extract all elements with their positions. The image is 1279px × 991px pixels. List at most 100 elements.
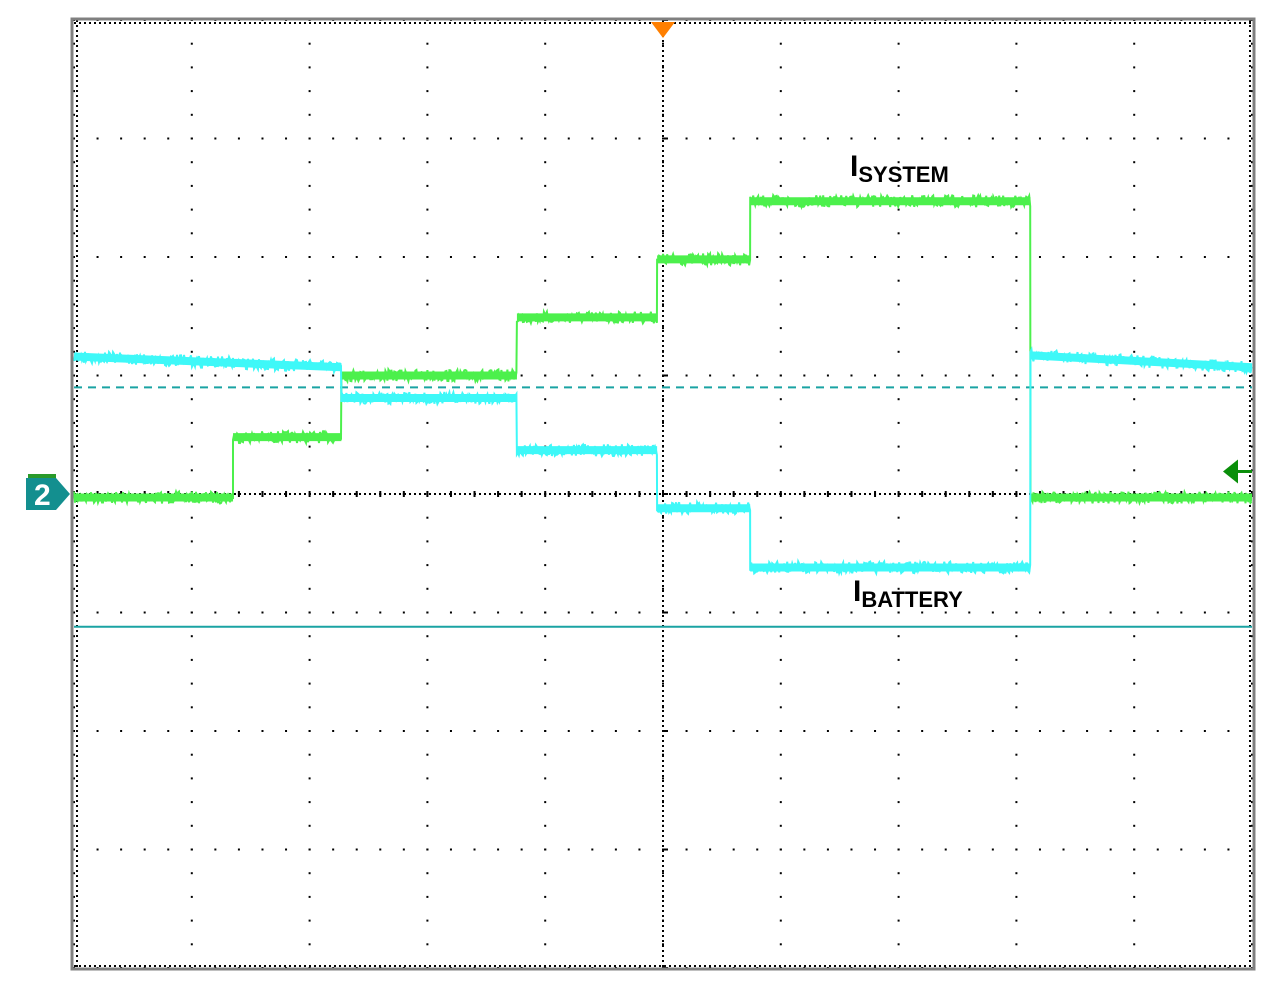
edge-dot <box>1249 305 1251 307</box>
center-axis-dot <box>859 493 861 495</box>
edge-dot <box>159 965 161 967</box>
grid-dot <box>1251 350 1253 353</box>
edge-dot <box>744 965 746 967</box>
grid-dot <box>190 801 193 804</box>
edge-dot <box>76 535 78 537</box>
center-axis-dot <box>662 165 664 167</box>
grid-dot <box>308 161 311 164</box>
grid-dot <box>544 66 547 69</box>
edge-dot <box>1249 110 1251 112</box>
center-tick <box>756 491 759 497</box>
edge-dot <box>99 22 101 24</box>
grid-dot <box>1133 208 1136 211</box>
edge-dot <box>1249 430 1251 432</box>
grid-dot <box>1015 256 1018 258</box>
center-axis-dot <box>662 635 664 637</box>
edge-dot <box>949 22 951 24</box>
edge-dot <box>1249 175 1251 177</box>
grid-dot <box>1133 635 1136 638</box>
grid-dot <box>897 540 900 543</box>
edge-dot <box>184 22 186 24</box>
edge-dot <box>529 22 531 24</box>
edge-dot <box>209 965 211 967</box>
edge-dot <box>76 180 78 182</box>
edge-dot <box>76 375 78 377</box>
grid-dot <box>662 753 664 756</box>
edge-dot <box>76 235 78 237</box>
grid-dot <box>1133 564 1136 567</box>
grid-dot <box>544 872 547 875</box>
edge-dot <box>919 965 921 967</box>
edge-dot <box>234 22 236 24</box>
edge-dot <box>1249 895 1251 897</box>
grid-dot <box>520 137 523 140</box>
edge-dot <box>76 215 78 217</box>
edge-dot <box>629 965 631 967</box>
center-axis-dot <box>824 493 826 495</box>
center-axis-dot <box>662 330 664 332</box>
grid-dot <box>426 730 429 732</box>
edge-dot <box>249 22 251 24</box>
edge-dot <box>76 900 78 902</box>
edge-dot <box>1249 715 1251 717</box>
grid-dot <box>308 445 311 448</box>
grid-dot <box>1251 421 1253 424</box>
grid-dot <box>709 137 712 140</box>
grid-dot <box>1251 587 1253 590</box>
grid-dot <box>190 421 193 424</box>
edge-dot <box>1249 730 1251 732</box>
grid-dot <box>709 611 712 614</box>
edge-dot <box>964 965 966 967</box>
edge-dot <box>76 420 78 422</box>
center-axis-dot <box>662 600 664 602</box>
grid-dot <box>779 753 782 756</box>
edge-dot <box>1249 285 1251 287</box>
edge-dot <box>769 22 771 24</box>
grid-dot <box>874 848 877 851</box>
reference-arrow-icon <box>1223 459 1238 484</box>
center-axis-dot <box>934 493 936 495</box>
center-axis-dot <box>419 493 421 495</box>
grid-dot <box>544 848 547 851</box>
edge-dot <box>76 780 78 782</box>
grid-dot <box>1251 872 1253 875</box>
channel-2-marker-icon <box>26 478 70 510</box>
edge-dot <box>76 765 78 767</box>
edge-dot <box>599 965 601 967</box>
edge-dot <box>1249 155 1251 157</box>
edge-dot <box>76 615 78 617</box>
grid-dot <box>426 895 429 898</box>
grid-dot <box>96 374 99 377</box>
grid-dot <box>897 611 900 614</box>
center-axis-dot <box>894 493 896 495</box>
grid-dot <box>167 137 170 140</box>
edge-dot <box>724 965 726 967</box>
edge-dot <box>674 22 676 24</box>
grid-dot <box>897 635 900 638</box>
edge-dot <box>1189 965 1191 967</box>
label-ibattery-sub: BATTERY <box>861 587 963 612</box>
center-axis-dot <box>662 445 664 447</box>
edge-dot <box>969 965 971 967</box>
edge-dot <box>76 870 78 872</box>
edge-dot <box>374 965 376 967</box>
edge-dot <box>1249 530 1251 532</box>
edge-dot <box>1249 955 1251 957</box>
grid-dot <box>1227 611 1230 614</box>
edge-dot <box>854 22 856 24</box>
edge-dot <box>199 22 201 24</box>
center-axis-dot <box>662 825 664 827</box>
edge-dot <box>949 965 951 967</box>
grid-dot <box>308 303 311 306</box>
edge-dot <box>76 705 78 707</box>
edge-dot <box>1249 965 1251 967</box>
edge-dot <box>574 22 576 24</box>
grid-dot <box>662 848 664 851</box>
edge-dot <box>304 22 306 24</box>
center-axis-dot <box>662 60 664 62</box>
grid-dot <box>826 137 829 140</box>
edge-dot <box>324 22 326 24</box>
center-axis-dot <box>662 785 664 787</box>
edge-dot <box>1249 225 1251 227</box>
grid-dot <box>897 801 900 804</box>
